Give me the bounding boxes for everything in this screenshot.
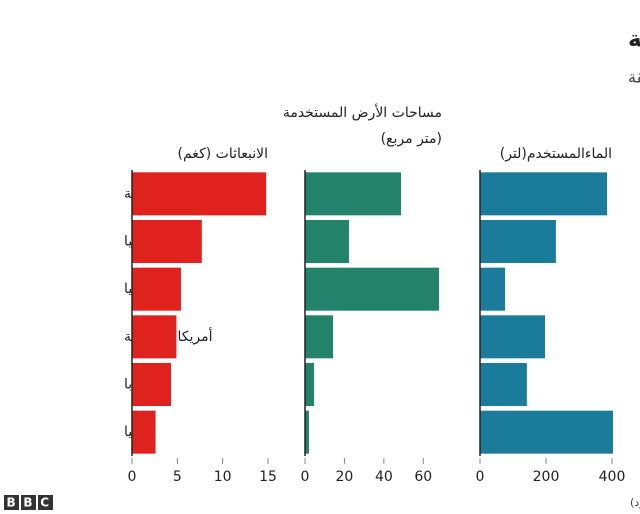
x-tick-label: 60	[414, 469, 432, 485]
source: المصدر: بور (جامعة أوكسفورد)	[630, 495, 640, 509]
bar	[132, 267, 181, 311]
bar	[305, 220, 349, 263]
x-tick-label: 400	[599, 469, 626, 485]
subtitle: التأثير البيئي لوجبة واحدة من لحم البقر …	[628, 66, 640, 88]
bar	[480, 267, 506, 311]
bar	[132, 220, 202, 263]
x-tick-label: 5	[173, 469, 182, 485]
axis-title: الماءالمستخدم(لتر)	[499, 146, 612, 162]
bar	[305, 410, 309, 454]
logo: BBC	[7, 496, 57, 510]
bar	[480, 172, 608, 216]
bar	[480, 363, 527, 406]
x-tick-label: 10	[214, 469, 232, 485]
bar	[480, 220, 556, 263]
bar	[132, 172, 267, 216]
bar	[305, 267, 440, 311]
x-tick-label: 15	[259, 469, 277, 485]
bar	[132, 363, 171, 406]
bar	[132, 315, 177, 359]
x-tick-label: 0	[128, 469, 137, 485]
chart-title: التأثير البيئي للحوم البقر أعلى في أمريك…	[628, 23, 640, 53]
bar	[132, 410, 156, 454]
bar	[305, 315, 333, 359]
x-tick-label: 0	[476, 469, 485, 485]
x-tick-label: 20	[336, 469, 354, 485]
bar	[305, 363, 315, 406]
axis-title: الانبعاثات (كغم)	[177, 146, 268, 162]
axis-title: مساحات الأرض المستخدمة (متر مربع)	[282, 105, 442, 147]
x-tick-label: 0	[301, 469, 310, 485]
x-tick-label: 200	[533, 469, 560, 485]
bar	[480, 315, 546, 359]
logo-box	[4, 495, 19, 510]
logo-box	[21, 495, 36, 510]
bar	[305, 172, 402, 216]
logo-box	[38, 495, 53, 510]
x-tick-label: 40	[375, 469, 393, 485]
bar	[480, 410, 613, 454]
